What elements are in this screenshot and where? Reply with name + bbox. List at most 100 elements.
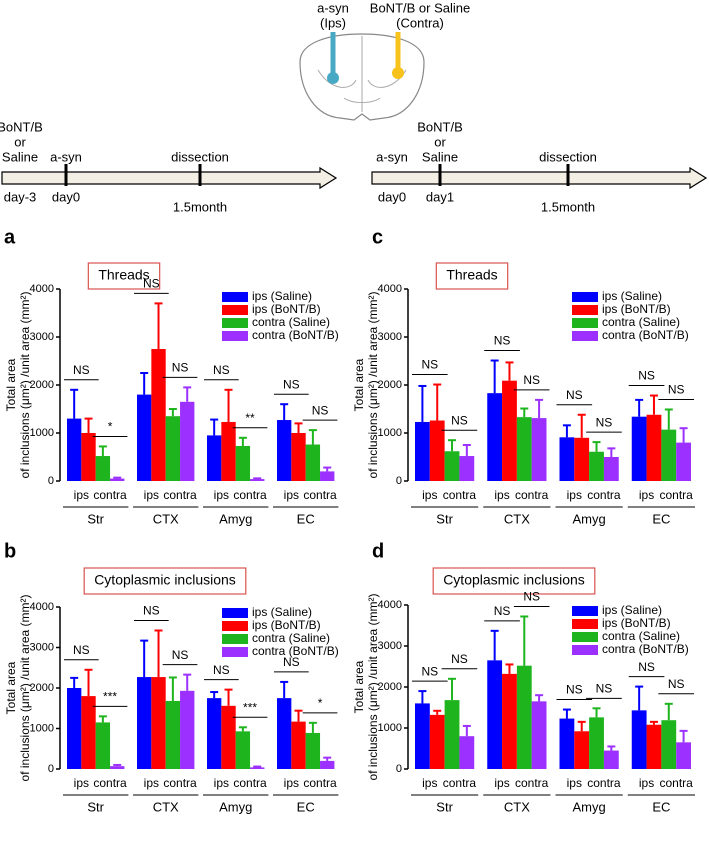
legend-label: contra (Saline) <box>602 315 680 329</box>
x-tick-label: Str <box>436 511 453 526</box>
significance-label: NS <box>596 681 613 695</box>
x-sublabel: ips <box>214 776 229 790</box>
timeline-date: day0 <box>378 189 406 204</box>
bar <box>277 698 292 769</box>
x-sublabel: ips <box>639 776 654 790</box>
bar <box>574 731 590 769</box>
significance-label: NS <box>638 660 655 674</box>
x-sublabel: ips <box>74 488 89 502</box>
title-box <box>83 567 247 595</box>
y-axis-label: of inclusions (μm²) /unit area (mm²) <box>18 595 32 782</box>
bar <box>137 677 152 769</box>
probe-label: a-syn <box>317 0 349 15</box>
bar <box>165 416 181 481</box>
significance-label: NS <box>494 334 511 348</box>
x-tick-label: EC <box>297 511 315 526</box>
x-sublabel: contra <box>660 776 694 790</box>
bar <box>487 660 503 769</box>
legend-swatch <box>222 331 248 341</box>
bar <box>531 701 547 769</box>
panel-title: Threads <box>98 267 149 283</box>
x-sublabel: ips <box>422 776 437 790</box>
bar <box>661 720 677 769</box>
x-sublabel: contra <box>303 488 337 502</box>
y-tick-label: 0 <box>48 763 54 775</box>
x-sublabel: contra <box>515 488 549 502</box>
probe-label: BoNT/B or Saline <box>370 0 470 15</box>
legend-label: ips (BoNT/B) <box>252 302 321 316</box>
bar <box>291 433 306 481</box>
x-sublabel: ips <box>494 776 509 790</box>
y-tick-label: 2000 <box>378 681 402 693</box>
significance-label: NS <box>451 413 468 427</box>
x-sublabel: contra <box>163 488 197 502</box>
x-tick-label: Amyg <box>219 799 252 814</box>
bar <box>151 677 166 769</box>
legend-swatch <box>572 318 598 328</box>
x-sublabel: ips <box>422 488 437 502</box>
title-box <box>435 262 509 290</box>
significance-label: NS <box>668 677 685 691</box>
y-axis-label: Total area <box>4 661 18 714</box>
timeline-event: BoNT/B <box>417 119 463 134</box>
x-tick-label: CTX <box>153 511 179 526</box>
y-tick-label: 1000 <box>378 722 402 734</box>
bar <box>589 717 604 769</box>
bar <box>291 721 306 769</box>
legend-label: ips (Saline) <box>252 289 312 303</box>
bar <box>235 731 251 769</box>
bar <box>559 437 575 481</box>
legend-label: contra (Saline) <box>252 315 330 329</box>
x-tick-label: EC <box>652 511 670 526</box>
bar <box>180 690 195 769</box>
significance-label: NS <box>421 664 438 678</box>
legend-swatch <box>222 305 248 315</box>
x-tick-label: CTX <box>153 799 179 814</box>
probe-contra-tip <box>392 67 404 79</box>
bar <box>110 478 125 481</box>
bar <box>661 429 677 481</box>
x-sublabel: contra <box>93 488 127 502</box>
bar <box>676 742 691 769</box>
bar <box>165 700 181 769</box>
brain-diagram <box>299 32 425 121</box>
x-sublabel: contra <box>303 776 337 790</box>
y-tick-label: 4000 <box>30 601 54 613</box>
legend-swatch <box>572 292 598 302</box>
bar <box>180 401 195 481</box>
timeline-date: day0 <box>52 189 80 204</box>
significance-label: NS <box>638 369 655 383</box>
panel-letter: d <box>372 540 384 562</box>
panel-letter: a <box>4 226 16 248</box>
legend-swatch <box>572 632 598 642</box>
panel-title: Cytoplasmic inclusions <box>94 572 236 588</box>
timeline-event: BoNT/B <box>0 119 43 134</box>
significance-label: * <box>108 420 113 434</box>
timeline-arrow <box>371 166 708 190</box>
bar <box>221 421 236 481</box>
timeline-arrow <box>1 166 338 190</box>
y-axis-label: Total area <box>352 358 366 411</box>
timeline-date: 1.5month <box>173 199 227 214</box>
x-sublabel: contra <box>515 776 549 790</box>
legend-swatch <box>222 318 248 328</box>
y-axis-label: Total area <box>4 358 18 411</box>
x-sublabel: contra <box>233 488 267 502</box>
timeline-date: 1.5month <box>541 199 595 214</box>
legend-swatch <box>222 608 248 618</box>
bar <box>574 437 590 481</box>
bar <box>444 700 460 769</box>
legend-swatch <box>222 634 248 644</box>
significance-label: NS <box>283 655 300 669</box>
bar <box>502 673 517 769</box>
bar <box>459 456 475 481</box>
legend-label: contra (BoNT/B) <box>252 644 339 658</box>
bar <box>250 479 265 481</box>
title-box <box>432 567 596 595</box>
significance-label: NS <box>213 663 230 677</box>
panel-title: Threads <box>446 267 497 283</box>
significance-label: NS <box>312 403 329 417</box>
legend-label: ips (BoNT/B) <box>602 302 671 316</box>
bar <box>207 698 222 769</box>
legend-swatch <box>222 292 248 302</box>
